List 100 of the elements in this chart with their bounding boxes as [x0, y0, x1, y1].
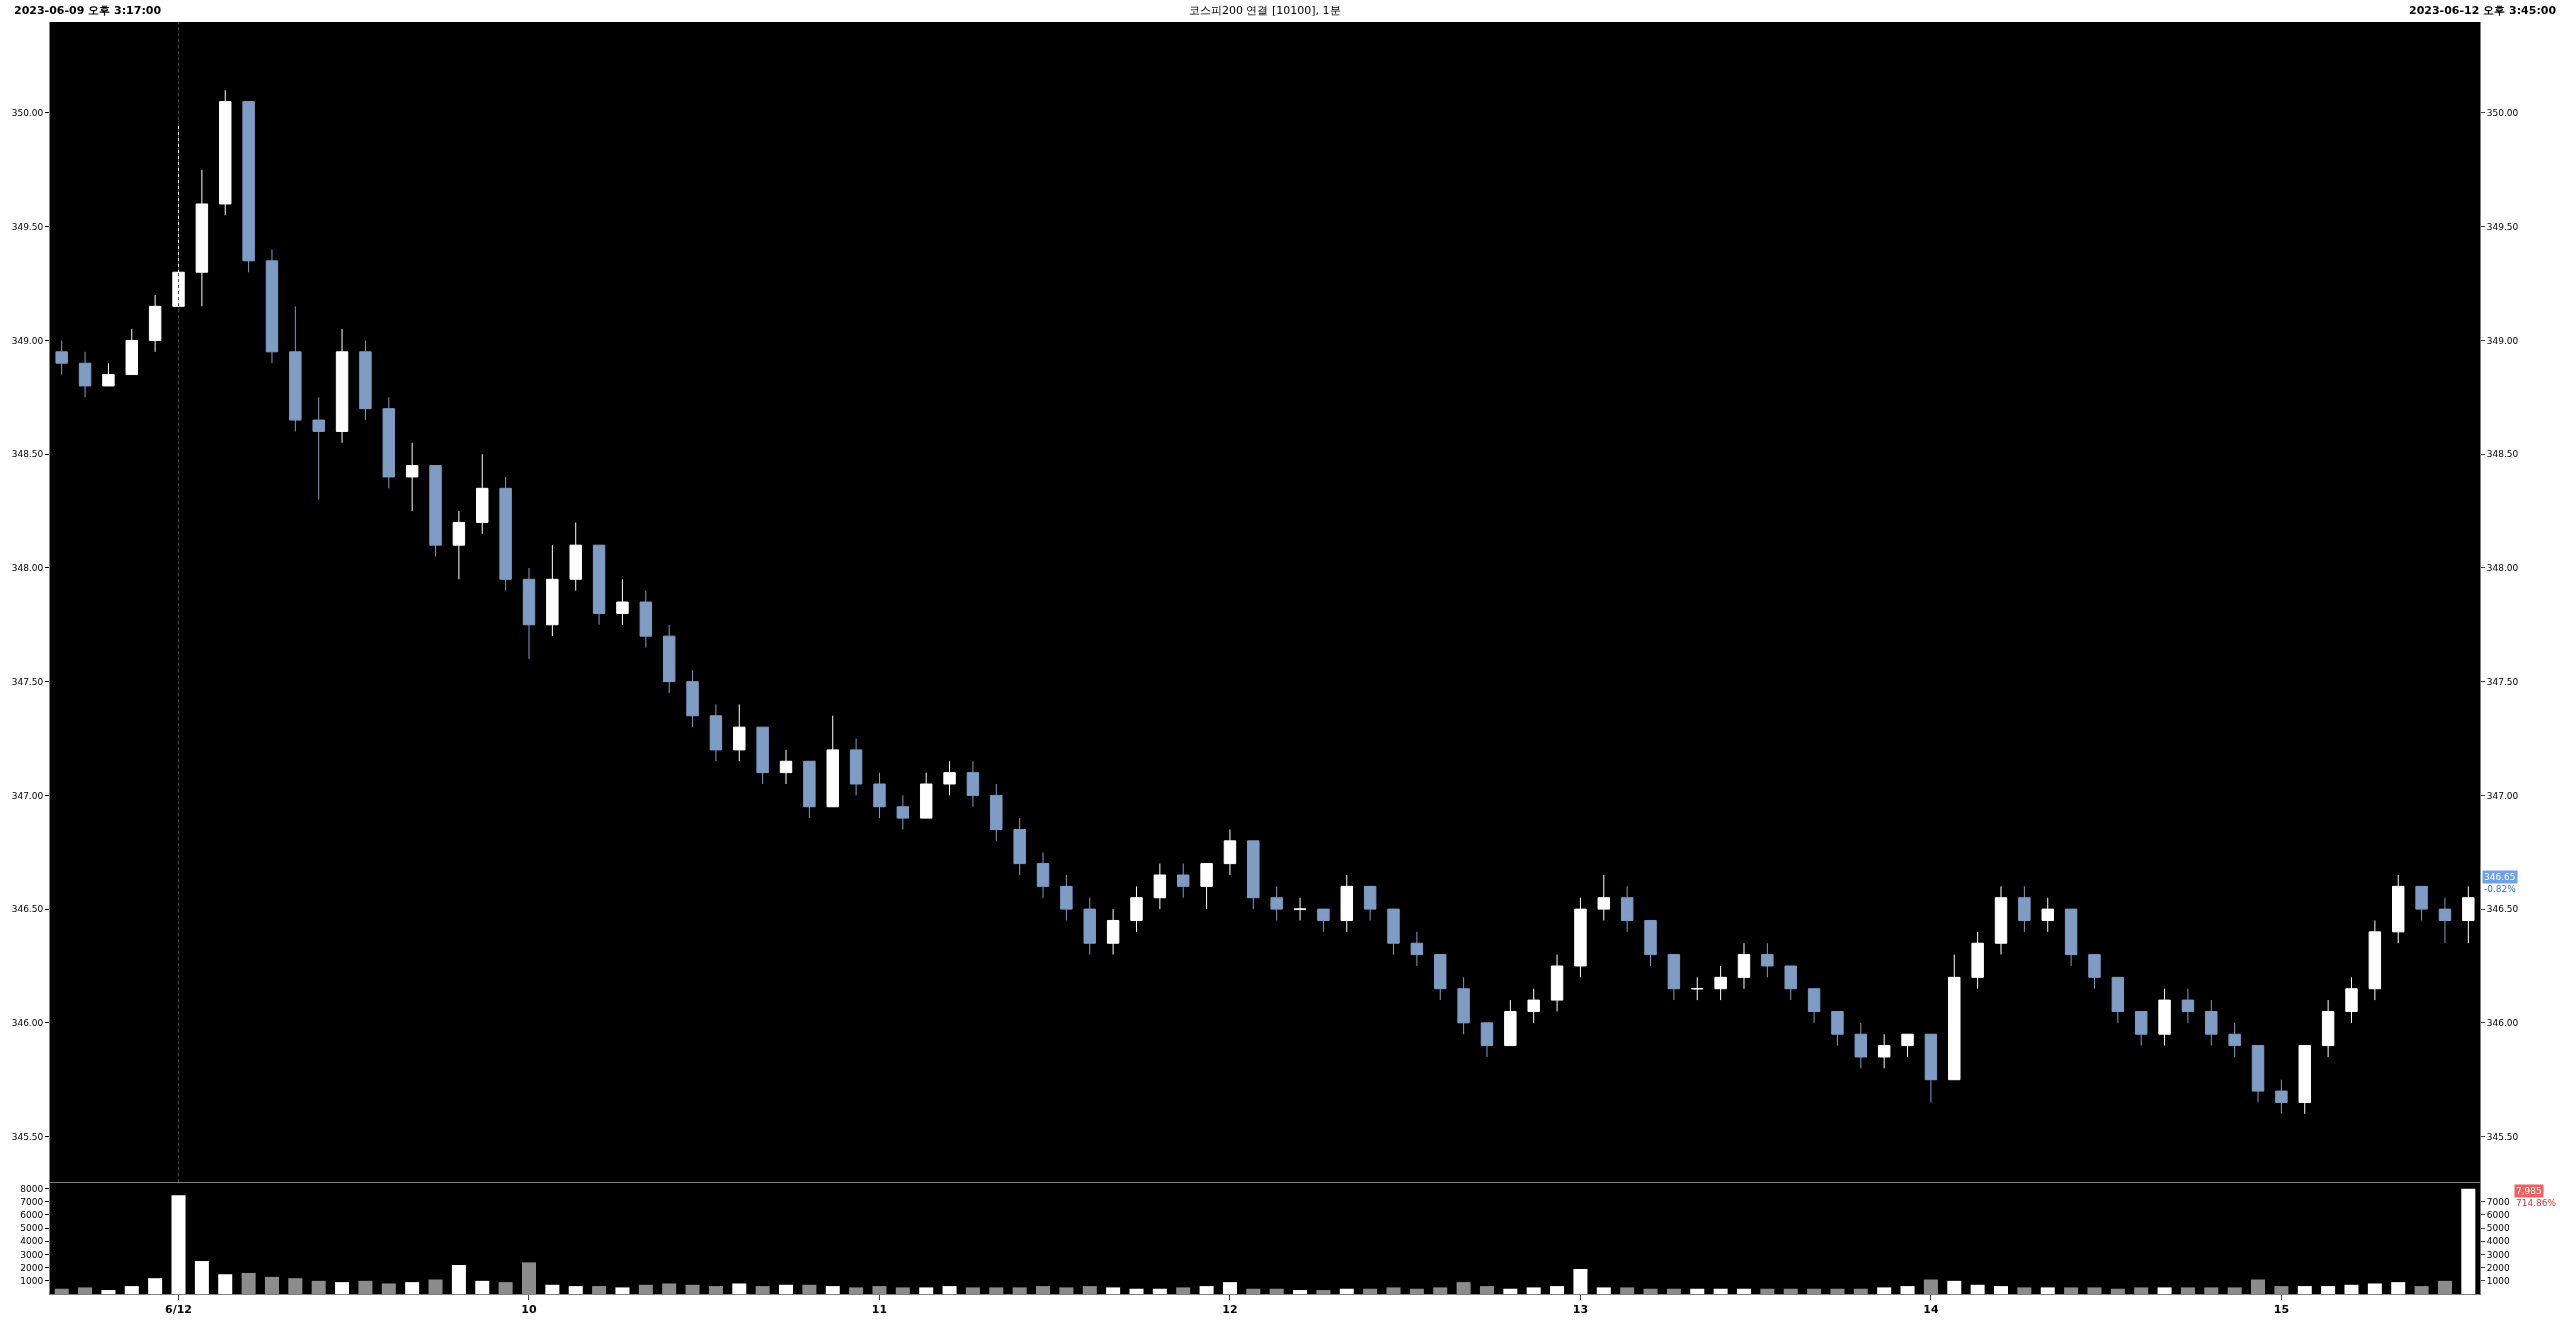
candlestick: [803, 760, 816, 819]
y2-tick-label: 350.00: [2486, 108, 2519, 119]
bar: [218, 1274, 233, 1294]
y-tick-label: 349.00: [11, 335, 44, 346]
candlestick: [709, 703, 723, 762]
y-tick-label: 3000: [20, 1249, 44, 1260]
bar: [1596, 1287, 1611, 1294]
candlestick: [1691, 976, 1704, 1001]
candlestick: [1737, 942, 1751, 990]
candlestick: [873, 772, 886, 819]
y2-tick-label: 1000: [2486, 1275, 2510, 1286]
candlestick: [2438, 897, 2452, 944]
text: 7,985: [2516, 1186, 2542, 1196]
bar: [124, 1286, 139, 1294]
candlestick: [896, 794, 910, 830]
candlestick: [195, 169, 209, 307]
bar: [732, 1283, 747, 1294]
candlestick: [1153, 863, 1167, 910]
y2-tick-label: 346.00: [2486, 1017, 2519, 1028]
candlestick: [125, 328, 138, 376]
bar: [1994, 1286, 2009, 1294]
candlestick: [1831, 1010, 1844, 1047]
candlestick: [2041, 897, 2054, 933]
bar: [2157, 1287, 2172, 1294]
candlestick: [943, 760, 956, 796]
y2-tick-label: 349.00: [2486, 335, 2519, 346]
candlestick: [1574, 897, 1587, 978]
bar: [1129, 1288, 1144, 1294]
candlestick: [1924, 1033, 1938, 1103]
y-tick-label: 4000: [20, 1236, 44, 1247]
candlestick: [756, 726, 769, 785]
bar: [1222, 1282, 1237, 1294]
candlestick: [2321, 999, 2335, 1058]
candlestick: [686, 669, 699, 728]
text: 714.86%: [2516, 1198, 2557, 1208]
bar: [825, 1286, 840, 1294]
y2-tick-label: 345.50: [2486, 1131, 2519, 1142]
y-tick-label: 346.50: [11, 904, 44, 915]
bar: [1503, 1288, 1518, 1294]
candlestick: [1130, 885, 1143, 933]
candlestick: [990, 783, 1003, 842]
bar: [405, 1282, 420, 1294]
candlestick: [1550, 954, 1564, 1012]
candlestick: [2111, 976, 2125, 1024]
bar: [1900, 1286, 1915, 1294]
candlestick: [1877, 1033, 1891, 1069]
y-tick-label: 8000: [20, 1183, 44, 1194]
bar: [335, 1282, 350, 1294]
y-tick-label: 348.50: [11, 449, 44, 460]
candlestick: [2462, 885, 2475, 944]
candlestick: [219, 89, 232, 216]
y2-tick-label: 349.50: [2486, 221, 2519, 232]
bar: [545, 1284, 560, 1294]
candlestick: [1480, 1022, 1494, 1058]
candlestick: [1200, 863, 1213, 910]
candlestick: [1340, 874, 1353, 933]
candlestick: [2205, 999, 2218, 1047]
candlestick: [569, 521, 582, 592]
y-tick-label: 347.00: [11, 790, 44, 801]
bar: [194, 1261, 209, 1294]
y2-tick-label: 2000: [2486, 1262, 2510, 1273]
y2-tick-label: 5000: [2486, 1223, 2510, 1234]
candlestick: [592, 544, 606, 626]
bar: [1573, 1268, 1588, 1294]
candlestick: [1434, 954, 1447, 1001]
bar: [2344, 1284, 2359, 1294]
candlestick: [1994, 885, 2008, 956]
bar: [101, 1290, 116, 1294]
candlestick: [1644, 919, 1657, 967]
candlestick: [1457, 976, 1470, 1035]
candlestick: [849, 738, 863, 796]
y-tick-label: 348.00: [11, 563, 44, 574]
y2-tick-label: 348.50: [2486, 449, 2519, 460]
candlestick: [1317, 908, 1330, 933]
candlestick: [1060, 874, 1073, 921]
y2-tick-label: 7000: [2486, 1196, 2510, 1207]
y2-tick-label: 346.50: [2486, 904, 2519, 915]
candlestick: [242, 101, 255, 273]
candlestick: [312, 396, 325, 501]
candlestick: [382, 396, 396, 489]
candlestick: [405, 442, 419, 512]
bar: [1550, 1286, 1565, 1294]
candlestick: [826, 715, 839, 808]
candlestick: [1784, 965, 1797, 1001]
y-tick-label: 2000: [20, 1262, 44, 1273]
bar: [2297, 1286, 2312, 1294]
candlestick: [2251, 1045, 2265, 1103]
candlestick: [1106, 908, 1120, 956]
candlestick: [662, 624, 676, 694]
candlestick: [148, 294, 162, 353]
candlestick: [1013, 817, 1026, 876]
candlestick: [55, 339, 68, 376]
bar: [2040, 1287, 2055, 1294]
bar: [2391, 1282, 2406, 1294]
y2-tick-label: 3000: [2486, 1249, 2510, 1260]
y-tick-label: 350.00: [11, 108, 44, 119]
candlestick: [2181, 988, 2195, 1024]
bar: [1199, 1286, 1214, 1294]
y-tick-label: 346.00: [11, 1017, 44, 1028]
bar: [2367, 1283, 2382, 1294]
